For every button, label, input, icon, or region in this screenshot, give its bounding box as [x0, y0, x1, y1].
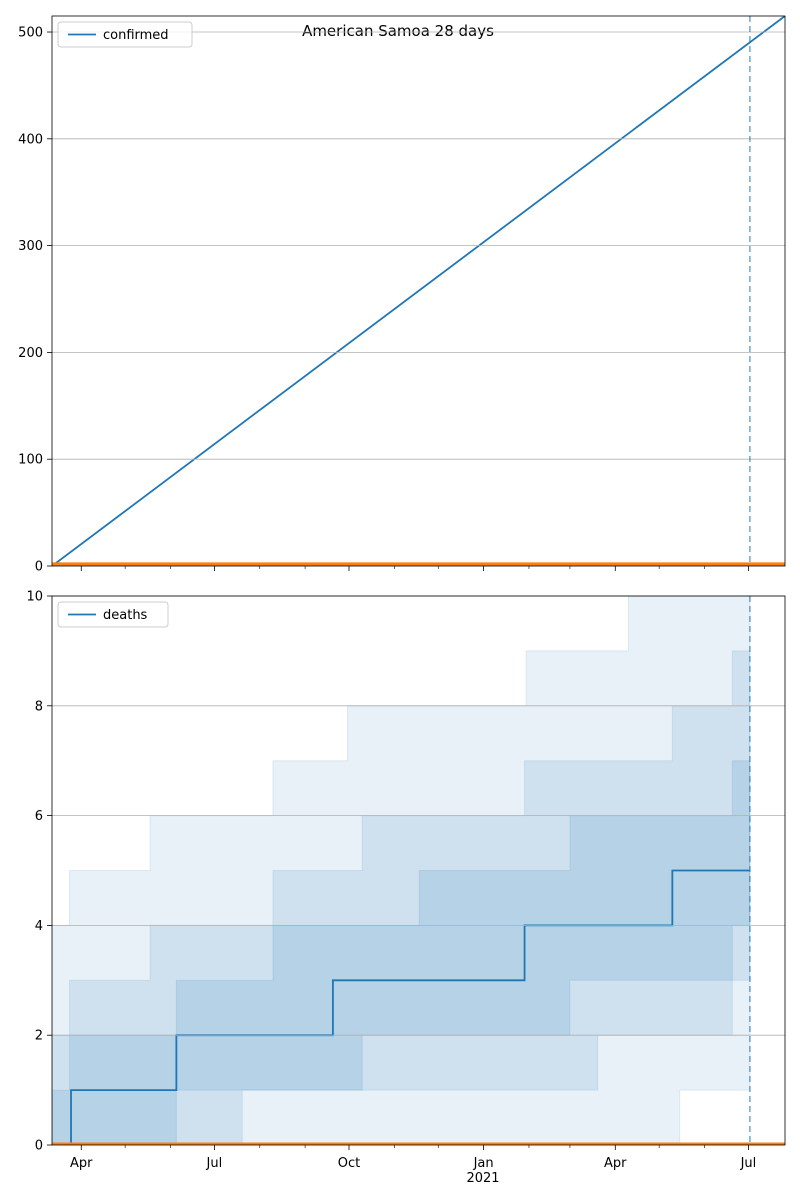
legend-box: [57, 601, 169, 628]
x-tick-label: Jan: [473, 1156, 494, 1171]
y-tick-label: 0: [35, 1139, 43, 1154]
deaths-line: [52, 869, 750, 1145]
y-tick-label: 4: [35, 919, 43, 934]
x-axis-year-label: 2021: [466, 1171, 499, 1186]
confirmed-panel: 0 100 200 300 400 500 confirmed: [18, 15, 786, 575]
x-tick-label: Oct: [338, 1156, 360, 1171]
y-tick-label: 500: [18, 26, 43, 41]
y-tick-label: 100: [18, 453, 43, 468]
y-tick-label: 300: [18, 239, 43, 254]
legend-label: deaths: [103, 608, 148, 623]
y-tick-label: 2: [35, 1029, 43, 1044]
legend-label: confirmed: [103, 28, 169, 43]
y-tick-label: 10: [26, 590, 43, 605]
deaths-panel: 0 2 4 6 8 10 deaths: [26, 590, 786, 1154]
axes-frame: [51, 15, 786, 567]
y-tick-label: 0: [35, 560, 43, 575]
y-tick-label: 400: [18, 132, 43, 147]
y-tick-label: 200: [18, 346, 43, 361]
y-tick-label: 6: [35, 809, 43, 824]
x-tick-label: Apr: [604, 1156, 627, 1171]
plot-area: [52, 16, 785, 566]
legend-box: [57, 21, 193, 48]
x-tick-label: Apr: [70, 1156, 93, 1171]
x-axis: Apr Jul Oct Jan Apr Jul: [70, 1156, 756, 1171]
plot-area: [52, 596, 785, 1145]
chart-title: American Samoa 28 days: [302, 22, 494, 40]
y-tick-label: 8: [35, 699, 43, 714]
confirmed-line: [52, 16, 785, 566]
x-tick-label: Jul: [740, 1156, 757, 1171]
axes-frame: [51, 595, 786, 1146]
x-tick-label: Jul: [206, 1156, 223, 1171]
